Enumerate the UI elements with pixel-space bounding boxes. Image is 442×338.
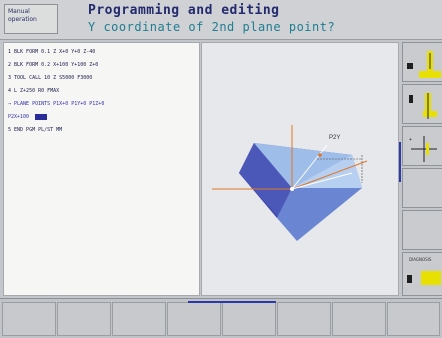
scroll-indicator	[399, 142, 401, 182]
softkey-diagnosis[interactable]: DIAGNOSIS	[402, 252, 442, 296]
tool-icon	[407, 51, 441, 78]
plane-highlight	[292, 155, 362, 188]
input-cursor-field[interactable]: P2Y+	[35, 114, 48, 120]
program-line-active[interactable]: → PLANE POINTS P1X+0 P1Y+0 P1Z+0	[8, 101, 105, 107]
softkey-bottom-5[interactable]	[222, 302, 276, 336]
softkey-bottom-7[interactable]	[332, 302, 386, 336]
page-title: Programming and editing	[88, 3, 280, 18]
diagnosis-icon	[407, 271, 441, 285]
program-listing[interactable]: 1 BLK FORM 0.1 Z X+0 Y+0 Z-40 2 BLK FORM…	[3, 42, 200, 296]
horizontal-softkey-bar	[0, 298, 442, 338]
softkey-bottom-4[interactable]	[167, 302, 221, 336]
coordinate-icon: +	[409, 136, 437, 162]
mode-label-line1: Manual	[8, 8, 30, 15]
program-line[interactable]: 5 END PGM PL/ST MM	[8, 127, 63, 133]
softkey-tool[interactable]	[402, 42, 442, 82]
program-line[interactable]: 4 L Z+250 R0 FMAX	[8, 88, 60, 94]
program-line[interactable]: 1 BLK FORM 0.1 Z X+0 Y+0 Z-40	[8, 49, 96, 55]
tool-axis-icon	[409, 93, 437, 119]
vector-3	[291, 172, 353, 190]
softkey-bottom-8[interactable]	[387, 302, 440, 336]
solid-lower-face	[277, 188, 362, 241]
origin-point	[290, 187, 294, 191]
softkey-diagnosis-label: DIAGNOSIS	[409, 257, 432, 262]
mode-indicator[interactable]: Manual operation	[4, 4, 58, 34]
program-line[interactable]: 3 TOOL CALL 10 Z S5000 F3000	[8, 75, 93, 81]
plane-points-diagram: P2Y	[212, 125, 368, 241]
help-graphic: P2Y	[201, 42, 399, 296]
softkey-bottom-2[interactable]	[57, 302, 111, 336]
softkey-tool-axis[interactable]	[402, 84, 442, 124]
softkey-coordinate[interactable]: +	[402, 126, 442, 166]
vector-1	[291, 160, 368, 190]
header-bar: Manual operation Programming and editing…	[0, 0, 442, 40]
plane-point-2	[318, 153, 322, 157]
program-line[interactable]: 2 BLK FORM 0.2 X+100 Y+100 Z+0	[8, 62, 99, 68]
program-line-active-continued[interactable]: P2X+100 P2Y+	[8, 114, 50, 121]
softkey-bottom-3[interactable]	[112, 302, 166, 336]
vertical-softkey-bar: + DIAGNOSIS	[399, 42, 442, 296]
dimension-label: P2Y	[329, 135, 340, 141]
svg-text:+: +	[409, 137, 412, 143]
softkey-row-indicator	[188, 301, 276, 303]
dialog-prompt: Y coordinate of 2nd plane point?	[88, 20, 336, 34]
vector-2	[291, 144, 328, 190]
softkey-bottom-1[interactable]	[2, 302, 56, 336]
program-line-text: P2X+100	[8, 114, 30, 120]
softkey-empty-1[interactable]	[402, 168, 442, 208]
softkey-bottom-6[interactable]	[277, 302, 331, 336]
mode-label-line2: operation	[8, 16, 37, 23]
softkey-empty-2[interactable]	[402, 210, 442, 250]
